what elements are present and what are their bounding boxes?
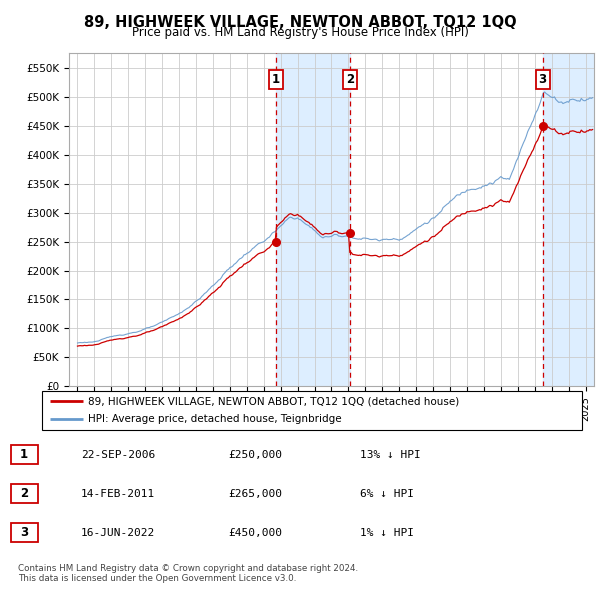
Text: 89, HIGHWEEK VILLAGE, NEWTON ABBOT, TQ12 1QQ (detached house): 89, HIGHWEEK VILLAGE, NEWTON ABBOT, TQ12… xyxy=(88,396,459,406)
Text: 89, HIGHWEEK VILLAGE, NEWTON ABBOT, TQ12 1QQ: 89, HIGHWEEK VILLAGE, NEWTON ABBOT, TQ12… xyxy=(83,15,517,30)
Text: Price paid vs. HM Land Registry's House Price Index (HPI): Price paid vs. HM Land Registry's House … xyxy=(131,26,469,39)
Text: 2: 2 xyxy=(346,73,355,86)
Text: HPI: Average price, detached house, Teignbridge: HPI: Average price, detached house, Teig… xyxy=(88,414,341,424)
Text: 3: 3 xyxy=(538,73,547,86)
Text: 22-SEP-2006: 22-SEP-2006 xyxy=(81,450,155,460)
Text: 13% ↓ HPI: 13% ↓ HPI xyxy=(360,450,421,460)
Text: 6% ↓ HPI: 6% ↓ HPI xyxy=(360,489,414,499)
Bar xyxy=(276,53,350,386)
Text: Contains HM Land Registry data © Crown copyright and database right 2024.
This d: Contains HM Land Registry data © Crown c… xyxy=(18,563,358,583)
Text: £250,000: £250,000 xyxy=(228,450,282,460)
Text: 1% ↓ HPI: 1% ↓ HPI xyxy=(360,528,414,537)
Text: 16-JUN-2022: 16-JUN-2022 xyxy=(81,528,155,537)
Text: 3: 3 xyxy=(20,526,28,539)
Text: £265,000: £265,000 xyxy=(228,489,282,499)
Text: 2: 2 xyxy=(20,487,28,500)
Text: £450,000: £450,000 xyxy=(228,528,282,537)
Bar xyxy=(542,53,594,386)
Text: 1: 1 xyxy=(20,448,28,461)
Text: 14-FEB-2011: 14-FEB-2011 xyxy=(81,489,155,499)
Text: 1: 1 xyxy=(272,73,280,86)
